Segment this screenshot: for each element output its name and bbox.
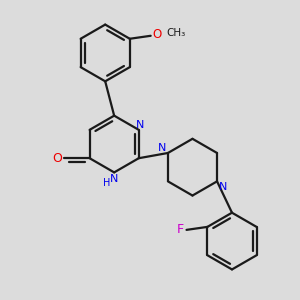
Text: O: O <box>153 28 162 41</box>
Text: CH₃: CH₃ <box>167 28 186 38</box>
Text: N: N <box>219 182 227 192</box>
Text: O: O <box>52 152 62 165</box>
Text: N: N <box>136 120 144 130</box>
Text: N: N <box>158 142 166 153</box>
Text: F: F <box>176 224 184 236</box>
Text: N: N <box>110 174 118 184</box>
Text: H: H <box>103 178 110 188</box>
